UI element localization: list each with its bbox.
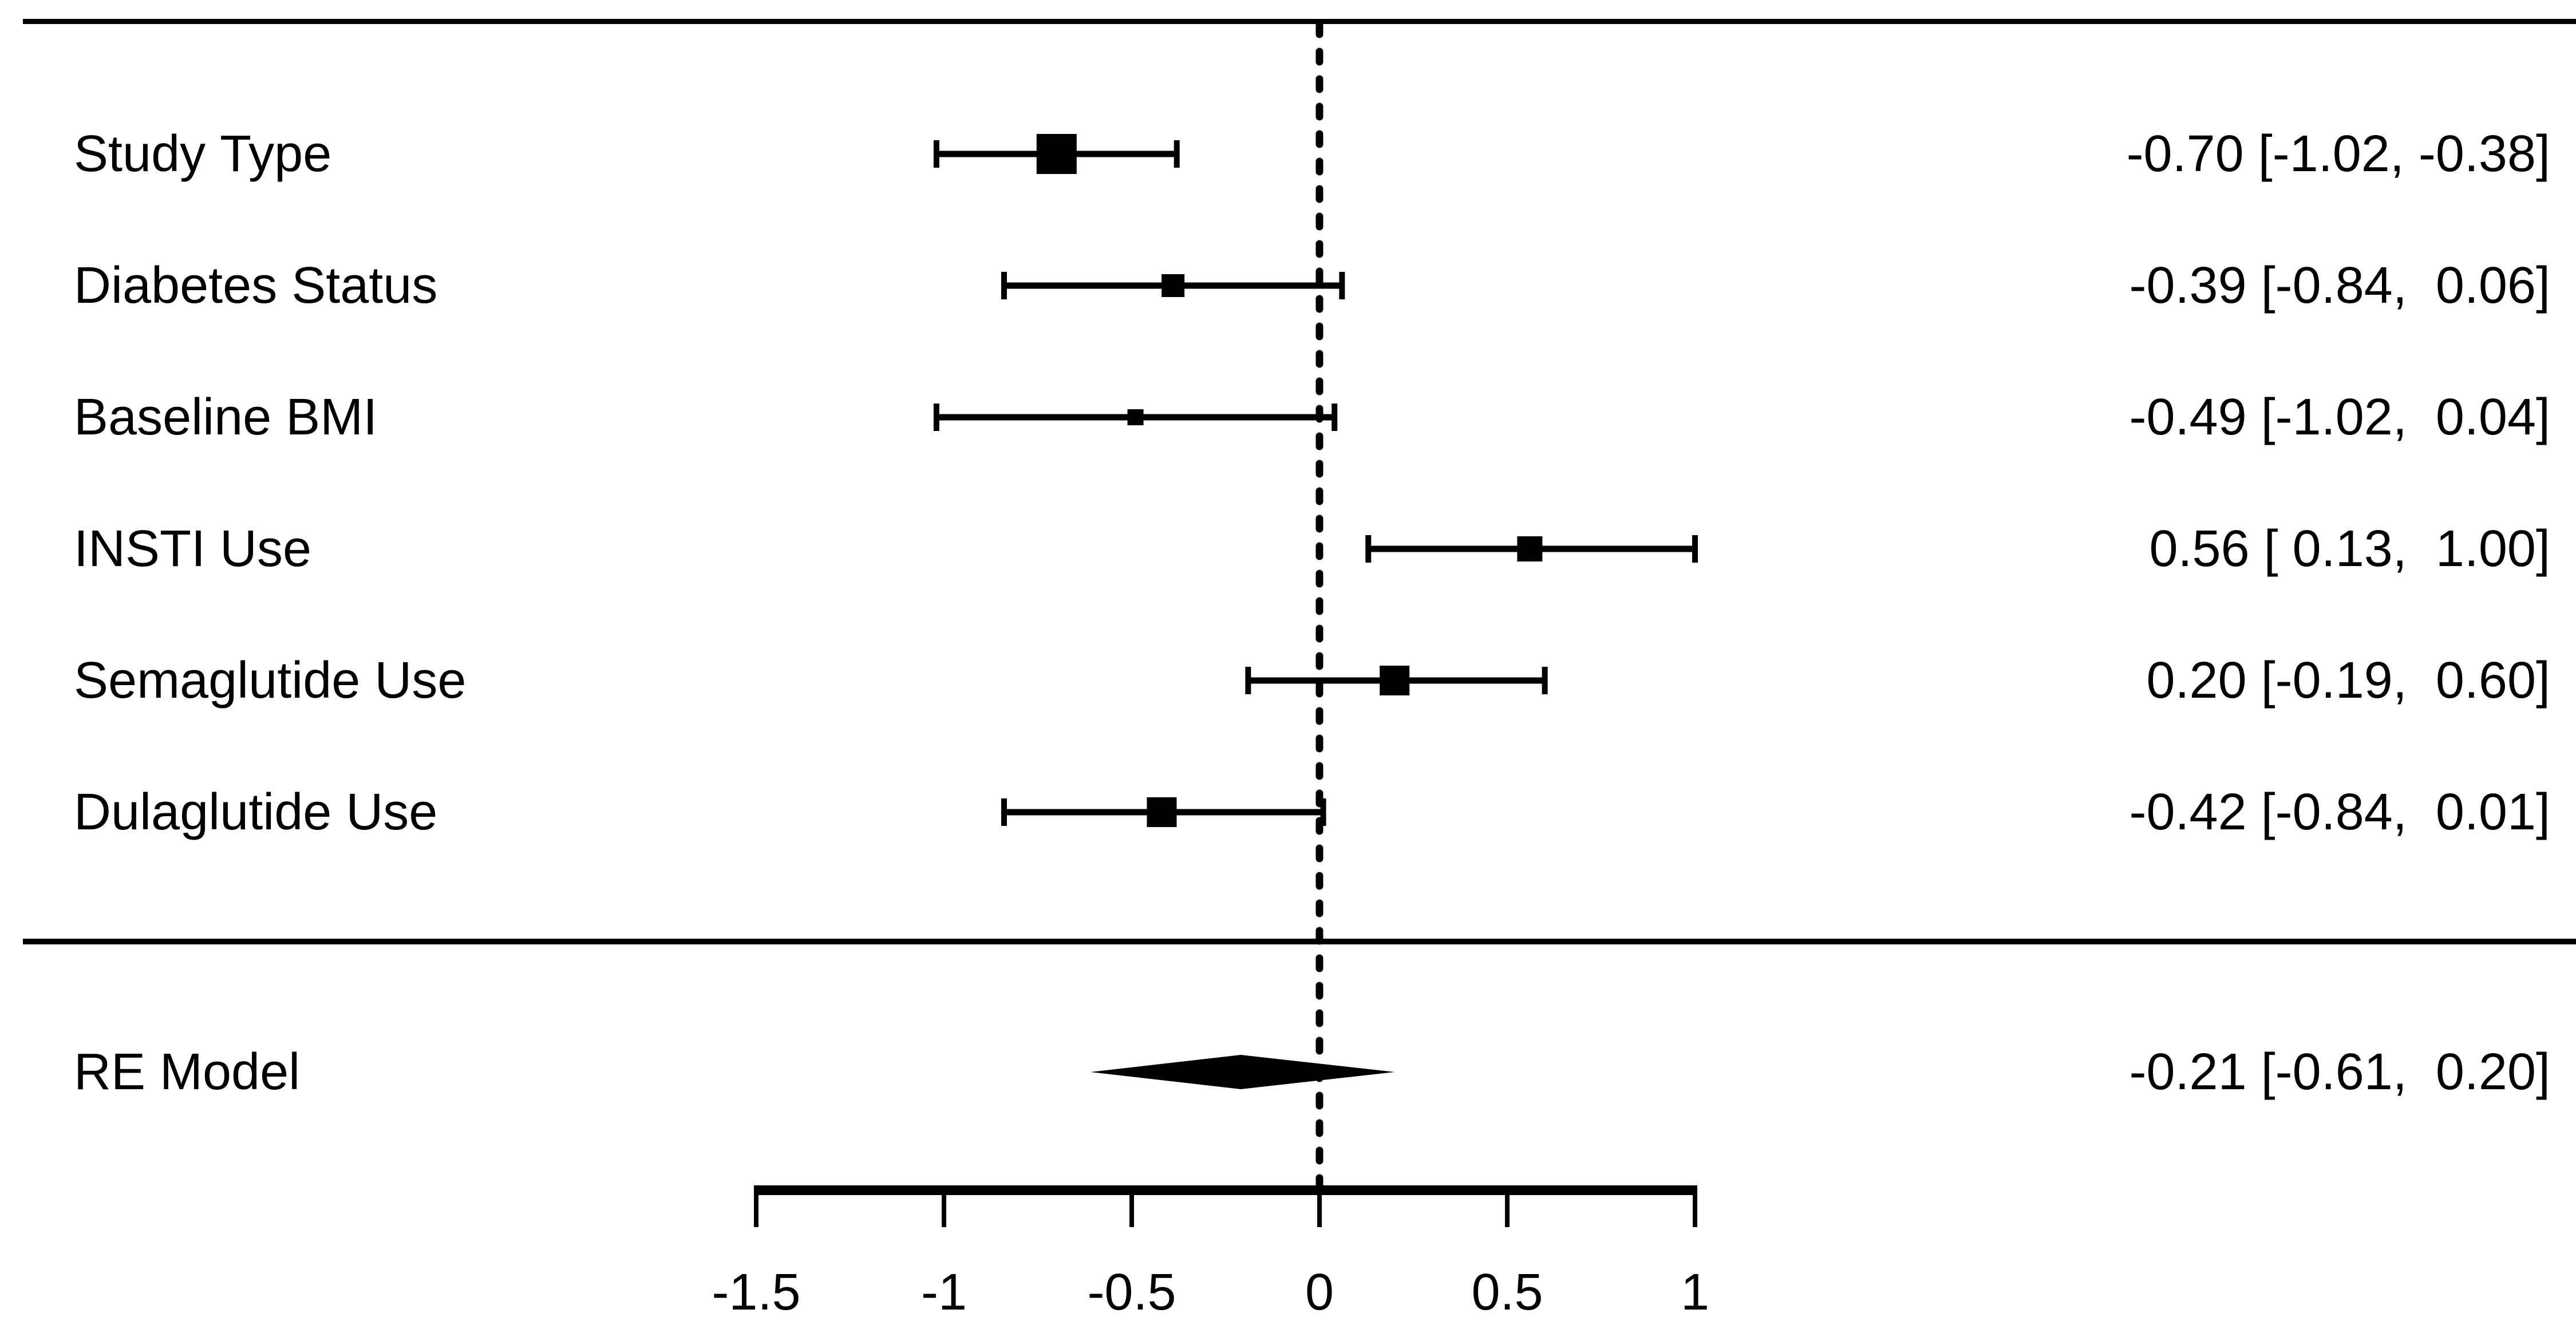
row-label: Baseline BMI [74, 389, 377, 446]
estimate-square [1161, 274, 1185, 297]
x-axis-tick-label: -0.5 [1087, 1264, 1176, 1321]
row-label: Dulaglutide Use [74, 784, 437, 841]
top-rule [23, 19, 2576, 24]
summary-estimate-text: -0.21 [-0.61, 0.20] [2129, 1043, 2550, 1101]
forest-plot-figure: Study Type -0.70 [-1.02, -0.38] Diabetes S… [23, 9, 2576, 1321]
row-label: INSTI Use [74, 520, 311, 578]
separator-rule [23, 939, 2576, 944]
row-estimate-text: -0.39 [-0.84, 0.06] [2129, 257, 2550, 314]
x-axis-tick-label: 0 [1305, 1264, 1334, 1321]
estimate-square [1380, 666, 1410, 695]
row-label: Semaglutide Use [74, 652, 466, 709]
x-axis-tick-label: -1.5 [712, 1264, 800, 1321]
estimate-square [1036, 134, 1077, 174]
estimate-square [1127, 409, 1144, 425]
row-label: Diabetes Status [74, 257, 437, 314]
row-estimate-text: -0.42 [-0.84, 0.01] [2129, 784, 2550, 841]
summary-label: RE Model [74, 1043, 300, 1101]
plot-background [23, 9, 2576, 1321]
row-estimate-text: -0.49 [-1.02, 0.04] [2129, 389, 2550, 446]
x-axis-tick-label: 0.5 [1471, 1264, 1543, 1321]
x-axis-line [754, 1185, 1697, 1195]
x-axis-tick-label: 1 [1681, 1264, 1709, 1321]
estimate-square [1147, 797, 1177, 827]
row-estimate-text: 0.20 [-0.19, 0.60] [2147, 652, 2551, 709]
estimate-square [1517, 536, 1543, 561]
summary-diamond [1090, 1055, 1395, 1089]
row-label: Study Type [74, 125, 331, 183]
row-estimate-text: -0.70 [-1.02, -0.38] [2127, 125, 2550, 183]
forest-plot-svg: Study Type -0.70 [-1.02, -0.38] Diabetes S… [23, 9, 2576, 1321]
row-estimate-text: 0.56 [ 0.13, 1.00] [2149, 520, 2550, 578]
x-axis-tick-label: -1 [921, 1264, 967, 1321]
